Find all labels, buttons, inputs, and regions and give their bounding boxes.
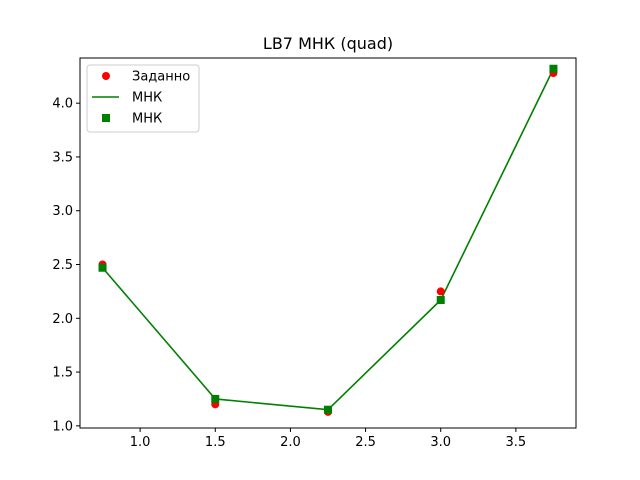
x-axis: 1.0 1.5 2.0 2.5 3.0 3.5	[130, 428, 526, 450]
y-axis: 1.0 1.5 2.0 2.5 3.0 3.5 4.0	[52, 97, 80, 434]
legend-swatch-square	[102, 114, 110, 122]
legend-box	[86, 64, 200, 133]
legend: Заданно МНК МНК	[86, 64, 200, 133]
x-tick-label: 3.5	[506, 435, 527, 450]
y-tick-label: 1.0	[52, 419, 73, 434]
data-point-mnk	[98, 263, 107, 272]
x-tick-label: 1.5	[205, 435, 226, 450]
y-tick-label: 3.0	[52, 204, 73, 219]
y-tick-label: 2.5	[52, 258, 73, 273]
legend-label: Заданно	[132, 70, 190, 85]
y-tick-label: 4.0	[52, 97, 73, 112]
x-tick-label: 3.0	[430, 435, 451, 450]
y-tick-label: 3.5	[52, 150, 73, 165]
data-point-mnk	[324, 405, 332, 414]
legend-label: МНК	[132, 112, 162, 127]
series-layer	[98, 64, 558, 416]
y-tick-label: 1.5	[52, 366, 73, 381]
data-point-mnk	[436, 296, 445, 305]
legend-label: МНК	[132, 91, 162, 106]
legend-swatch-circle	[102, 72, 110, 80]
chart-title: LB7 МНК (quad)	[263, 34, 393, 53]
data-point-zadanno	[436, 287, 445, 296]
x-tick-label: 2.5	[355, 435, 376, 450]
data-point-mnk	[211, 394, 220, 403]
y-tick-label: 2.0	[52, 312, 73, 327]
data-point-mnk	[549, 64, 558, 73]
x-tick-label: 1.0	[130, 435, 151, 450]
x-tick-label: 2.0	[280, 435, 301, 450]
